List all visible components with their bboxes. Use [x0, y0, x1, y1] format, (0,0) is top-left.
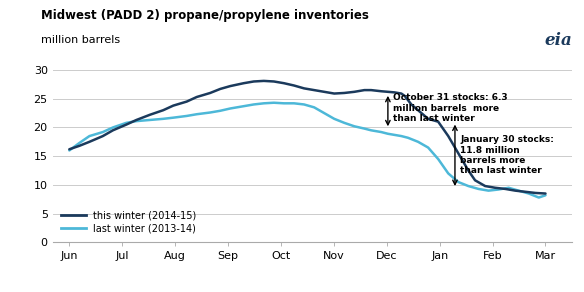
- Text: Midwest (PADD 2) propane/propylene inventories: Midwest (PADD 2) propane/propylene inven…: [41, 9, 369, 22]
- Text: million barrels: million barrels: [41, 35, 120, 45]
- Text: January 30 stocks:
11.8 million
barrels more
than last winter: January 30 stocks: 11.8 million barrels …: [460, 135, 554, 175]
- Text: eia: eia: [544, 32, 572, 49]
- Text: October 31 stocks: 6.3
million barrels  more
than last winter: October 31 stocks: 6.3 million barrels m…: [393, 93, 507, 123]
- Legend: this winter (2014-15), last winter (2013-14): this winter (2014-15), last winter (2013…: [57, 207, 200, 237]
